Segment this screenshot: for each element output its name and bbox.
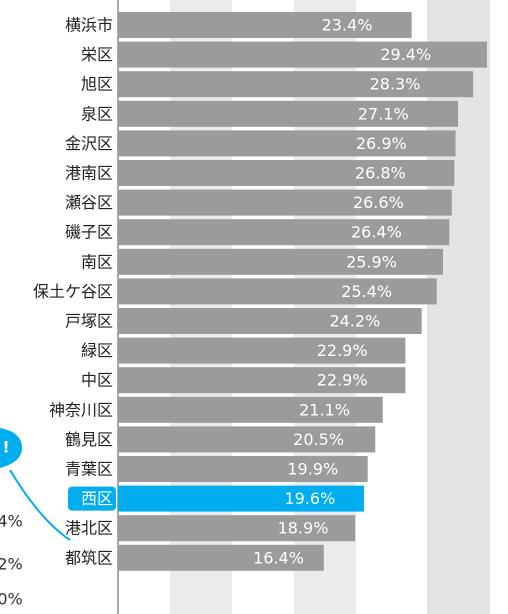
data-label: 22.9%: [317, 341, 368, 360]
data-label: 18.9%: [278, 519, 329, 538]
fragment-text: 4%: [0, 512, 23, 531]
data-label: 24.2%: [329, 312, 380, 331]
y-tick-label: 泉区: [81, 104, 113, 123]
bar: [118, 278, 437, 305]
callout-line: [9, 469, 71, 541]
data-label: 22.9%: [317, 371, 368, 390]
data-label: 19.9%: [287, 460, 338, 479]
data-label: 25.4%: [341, 282, 392, 301]
y-tick-label: 中区: [81, 371, 113, 390]
data-label: 25.9%: [346, 252, 397, 271]
bar: [118, 130, 456, 157]
y-tick-label: 保土ケ谷区: [33, 282, 113, 301]
data-label: 27.1%: [358, 104, 409, 123]
callout: [0, 428, 22, 468]
fragment-text: !: [2, 438, 9, 457]
bar: [118, 41, 487, 68]
data-label: 29.4%: [380, 45, 431, 64]
data-label: 23.4%: [322, 16, 373, 35]
bar: [118, 367, 406, 394]
y-tick-label: 緑区: [81, 341, 113, 360]
bar: [118, 12, 412, 38]
data-label: 26.4%: [351, 223, 402, 242]
y-tick-label: 横浜市: [65, 16, 113, 35]
bar: [118, 515, 356, 542]
fragment-text: 2%: [0, 555, 23, 574]
y-tick-label: 栄区: [81, 45, 113, 64]
y-tick-label: 鶴見区: [65, 430, 113, 449]
bar: [118, 100, 459, 127]
y-tick-label: 港南区: [65, 164, 113, 183]
label-highlight: [68, 486, 116, 511]
y-tick-label: 瀬谷区: [65, 193, 113, 212]
data-label: 19.6%: [284, 489, 335, 508]
bar: [118, 456, 368, 482]
bar: [118, 396, 383, 423]
y-tick-label: 戸塚区: [65, 312, 113, 331]
y-tick-label: 青葉区: [65, 460, 113, 479]
bar: [118, 308, 422, 334]
bar: [118, 71, 474, 98]
data-label: 21.1%: [299, 400, 350, 419]
bar: [118, 160, 455, 186]
y-tick-label: 西区: [81, 489, 113, 508]
data-label: 26.8%: [355, 164, 406, 183]
bar: [118, 219, 450, 246]
y-tick-label: 旭区: [81, 75, 113, 94]
bar: [118, 248, 444, 275]
bar: [118, 426, 376, 453]
data-label: 28.3%: [370, 75, 421, 94]
data-label: 26.6%: [353, 193, 404, 212]
bar: [118, 544, 324, 571]
y-tick-label: 神奈川区: [49, 400, 113, 419]
data-label: 16.4%: [253, 548, 304, 567]
y-tick-label: 南区: [81, 252, 113, 271]
data-label: 20.5%: [293, 430, 344, 449]
fragment-text: 0%: [0, 590, 23, 609]
bar: [118, 337, 406, 364]
y-tick-label: 港北区: [65, 519, 113, 538]
y-tick-label: 都筑区: [65, 548, 113, 567]
bar: [118, 189, 452, 216]
y-tick-label: 金沢区: [65, 134, 113, 153]
bar: [118, 485, 364, 512]
y-tick-label: 磯子区: [65, 223, 113, 242]
data-label: 26.9%: [356, 134, 407, 153]
